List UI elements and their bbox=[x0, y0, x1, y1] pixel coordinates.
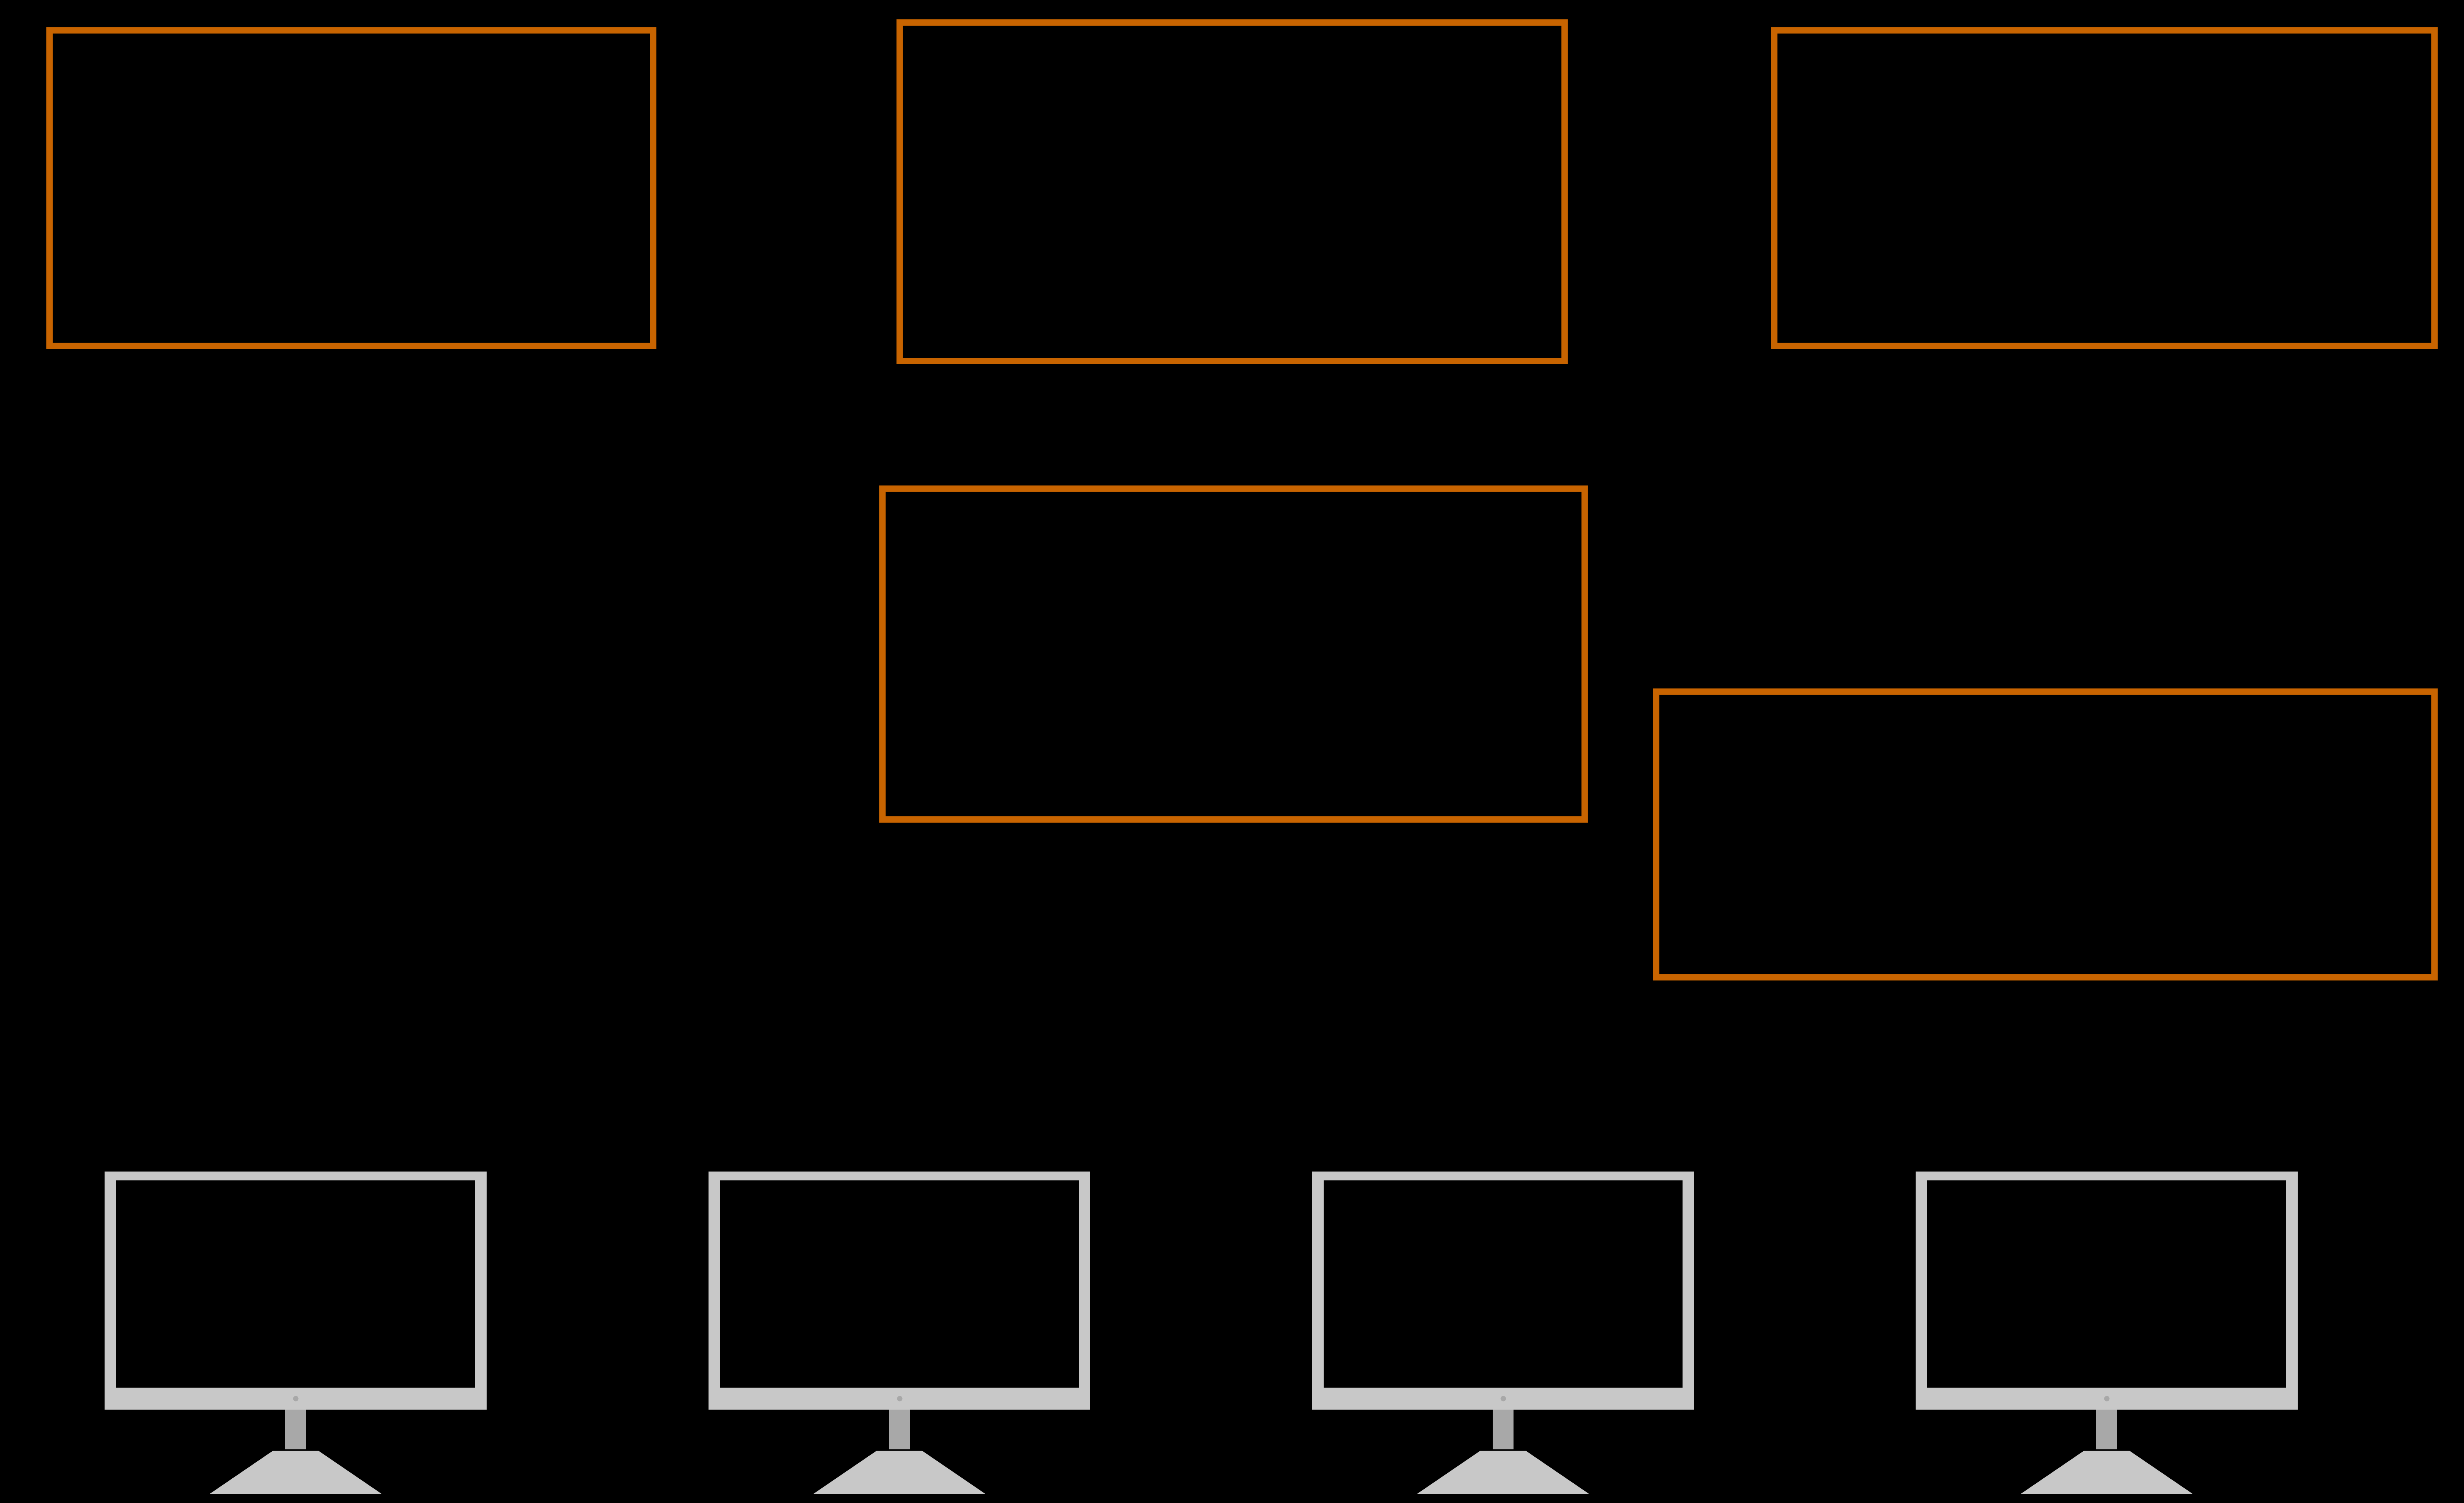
Polygon shape bbox=[813, 1450, 986, 1494]
Bar bbox=[899, 23, 1565, 361]
Bar bbox=[1493, 1410, 1513, 1449]
Bar bbox=[103, 1171, 488, 1410]
Bar bbox=[2097, 1410, 2117, 1449]
Bar bbox=[719, 1180, 1079, 1401]
Bar bbox=[890, 1410, 909, 1449]
Bar bbox=[1774, 30, 2434, 346]
Polygon shape bbox=[209, 1450, 382, 1494]
Bar bbox=[1323, 1180, 1683, 1401]
Bar bbox=[710, 1387, 1089, 1410]
Bar bbox=[1311, 1387, 1695, 1410]
Bar bbox=[286, 1410, 306, 1449]
Bar bbox=[49, 30, 653, 346]
Polygon shape bbox=[1417, 1450, 1589, 1494]
Bar bbox=[1656, 691, 2434, 977]
Bar bbox=[1311, 1171, 1695, 1410]
Bar bbox=[1917, 1171, 2296, 1410]
Bar bbox=[710, 1171, 1089, 1410]
Bar bbox=[1927, 1180, 2287, 1401]
Bar bbox=[116, 1180, 476, 1401]
Polygon shape bbox=[2020, 1450, 2193, 1494]
Bar bbox=[103, 1387, 488, 1410]
Bar bbox=[1917, 1387, 2296, 1410]
Bar bbox=[882, 488, 1584, 819]
